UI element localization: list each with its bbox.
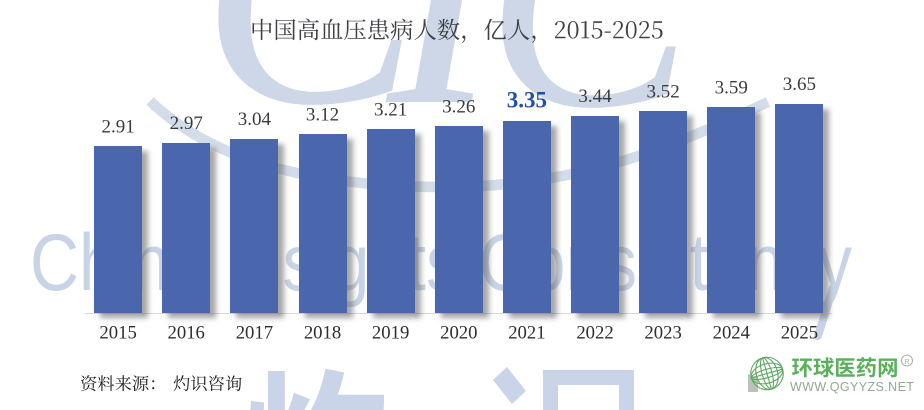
- svg-text:2.91: 2.91: [101, 117, 134, 138]
- svg-text:2018: 2018: [304, 323, 341, 344]
- svg-text:3.35: 3.35: [507, 87, 547, 112]
- svg-text:3.59: 3.59: [715, 78, 748, 99]
- svg-text:2024: 2024: [713, 323, 751, 344]
- svg-text:2022: 2022: [576, 323, 613, 344]
- svg-text:2021: 2021: [508, 323, 545, 344]
- svg-text:3.12: 3.12: [306, 105, 339, 126]
- svg-text:2025: 2025: [781, 323, 818, 344]
- svg-text:2023: 2023: [644, 323, 681, 344]
- svg-text:3.44: 3.44: [578, 86, 612, 107]
- svg-text:3.21: 3.21: [374, 99, 407, 120]
- svg-text:2015: 2015: [99, 323, 136, 344]
- svg-text:2017: 2017: [236, 323, 273, 344]
- svg-text:2020: 2020: [440, 323, 477, 344]
- svg-text:R: R: [904, 357, 910, 366]
- svg-text:3.65: 3.65: [783, 74, 816, 95]
- svg-text:2016: 2016: [168, 323, 205, 344]
- svg-text:2.97: 2.97: [170, 113, 203, 134]
- svg-text:3.52: 3.52: [646, 82, 679, 103]
- svg-text:WWW.QGYYZS.NET: WWW.QGYYZS.NET: [790, 380, 914, 394]
- svg-text:3.04: 3.04: [238, 109, 272, 130]
- svg-text:2019: 2019: [372, 323, 409, 344]
- svg-text:3.26: 3.26: [442, 96, 475, 117]
